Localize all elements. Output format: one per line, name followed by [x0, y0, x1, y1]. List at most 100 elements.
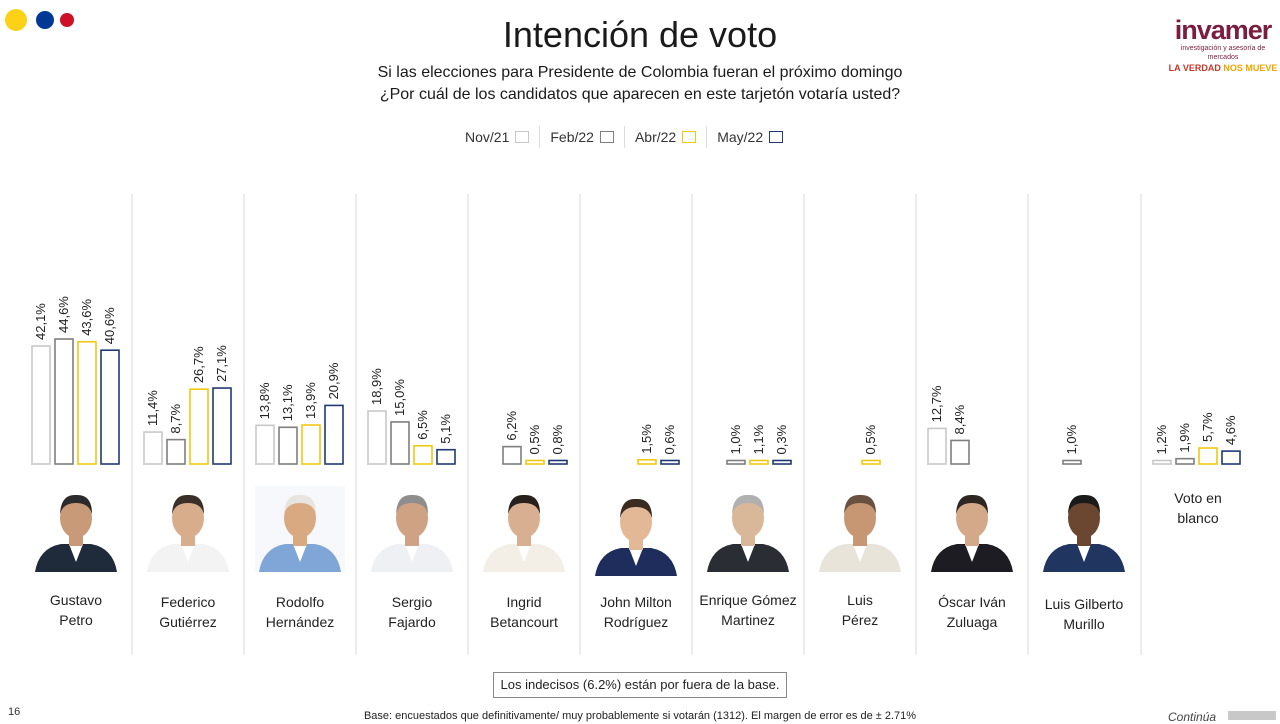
bar-feb22-1	[166, 438, 186, 465]
bar-value-label: 0,8%	[550, 424, 565, 454]
legend-label: Nov/21	[465, 129, 510, 145]
portrait-icon	[143, 486, 233, 572]
candidate-photo-9	[1039, 486, 1129, 572]
bar-value-label: 44,6%	[56, 296, 71, 333]
flag-dots	[5, 9, 74, 31]
bar-may22-4	[548, 459, 568, 465]
continue-arrow-icon[interactable]	[1228, 711, 1276, 720]
legend-item-abr22: Abr/22	[623, 126, 706, 148]
page-title: Intención de voto	[502, 14, 778, 55]
bar-value-label: 11,4%	[145, 390, 160, 426]
candidate-name-line-2: Martinez	[721, 612, 775, 628]
candidate-photo-5	[591, 490, 681, 576]
legend-swatch	[599, 131, 614, 143]
logo-tagline: LA VERDAD NOS MUEVE	[1168, 62, 1278, 74]
bar-value-label: 8,4%	[952, 404, 967, 434]
legend-swatch	[682, 131, 697, 143]
candidate-name-2: Rodolfo Hernández	[245, 592, 355, 632]
candidate-name-line-2: Zuluaga	[946, 614, 998, 630]
invamer-logo: invamer investigación y asesoría de merc…	[1168, 16, 1278, 74]
bar-feb22-3	[390, 421, 410, 465]
portrait-icon	[927, 486, 1017, 572]
bar-nov21-1	[143, 431, 163, 465]
candidate-name-line-2: Rodríguez	[603, 614, 669, 630]
legend-item-feb22: Feb/22	[539, 126, 624, 148]
bar-nov21-8	[927, 427, 947, 465]
bar-may22-5	[660, 459, 680, 465]
candidate-name-line-1: Enrique Gómez	[699, 592, 797, 608]
legend-item-may22: May/22	[706, 126, 793, 148]
bar-value-label: 5,7%	[1200, 412, 1215, 442]
base-footnote: Base: encuestados que definitivamente/ m…	[363, 710, 917, 722]
candidate-name-line-2: Fajardo	[388, 614, 436, 630]
bar-may22-1	[212, 387, 232, 465]
candidate-name-5: John Milton Rodríguez	[581, 592, 691, 632]
bar-may22-3	[436, 448, 456, 465]
candidate-photo-8	[927, 486, 1017, 572]
portrait-icon	[479, 486, 569, 572]
bar-may22-2	[324, 404, 344, 465]
bar-value-label: 42,1%	[33, 303, 48, 340]
chart-legend: Nov/21 Feb/22 Abr/22 May/22	[455, 126, 793, 148]
bar-abr22-6	[749, 459, 769, 465]
candidate-photo-3	[367, 486, 457, 572]
bar-value-label: 20,9%	[326, 362, 341, 399]
bar-feb22-10	[1175, 457, 1195, 465]
vote-intention-chart: 42,1% 44,6% 43,6% 40,6% 11,4% 8,7% 26,7% 27,1% 1…	[31, 194, 1241, 655]
page-number: 16	[8, 706, 21, 718]
candidate-name-line-1: Ingrid	[506, 594, 542, 610]
bar-value-label: 6,5%	[415, 410, 430, 440]
candidate-name-line-2: Petro	[59, 612, 93, 628]
candidate-photo-7	[815, 486, 905, 572]
bar-value-label: 40,6%	[102, 307, 117, 344]
candidate-name-line-1: Luis Gilberto	[1044, 596, 1124, 612]
candidate-name-line-1: Óscar Iván	[938, 594, 1006, 610]
candidate-name-6: Enrique Gómez Martinez	[693, 590, 803, 630]
bar-value-label: 1,5%	[639, 424, 654, 454]
blank-vote-label: Voto en blanco	[1143, 488, 1253, 528]
candidate-name-line-2: Hernández	[265, 614, 335, 630]
bar-nov21-3	[367, 410, 387, 465]
bar-value-label: 1,0%	[1064, 424, 1079, 454]
candidate-name-line-1: John Milton	[600, 594, 672, 610]
candidate-photo-0	[31, 486, 121, 572]
legend-label: Feb/22	[550, 129, 594, 145]
bar-value-label: 8,7%	[168, 404, 183, 434]
bar-may22-10	[1221, 450, 1241, 465]
bar-may22-6	[772, 459, 792, 465]
bar-value-label: 1,9%	[1177, 423, 1192, 453]
portrait-icon	[591, 490, 681, 576]
continue-label[interactable]: Continúa	[1168, 710, 1217, 724]
bar-value-label: 0,3%	[774, 424, 789, 454]
bar-value-label: 1,1%	[751, 424, 766, 454]
undecided-note: Los indecisos (6.2%) están por fuera de …	[493, 672, 787, 698]
bar-abr22-10	[1198, 447, 1218, 465]
bar-abr22-1	[189, 388, 209, 465]
bar-value-label: 15,0%	[392, 379, 407, 416]
candidate-name-line-1: Rodolfo	[275, 594, 325, 610]
portrait-icon	[815, 486, 905, 572]
candidate-name-line-2: Murillo	[1063, 616, 1105, 632]
bar-value-label: 4,6%	[1223, 415, 1238, 445]
bar-value-label: 27,1%	[214, 345, 229, 382]
bar-value-label: 13,9%	[303, 382, 318, 419]
candidate-name-line-2: Pérez	[841, 612, 879, 628]
bar-value-label: 0,6%	[662, 424, 677, 454]
bar-value-label: 6,2%	[504, 411, 519, 441]
bar-feb22-2	[278, 426, 298, 465]
bar-abr22-7	[861, 459, 881, 465]
portrait-icon	[1039, 486, 1129, 572]
bar-value-label: 26,7%	[191, 346, 206, 383]
bar-value-label: 43,6%	[79, 299, 94, 336]
bar-abr22-2	[301, 424, 321, 465]
bar-may22-0	[100, 349, 120, 465]
bar-value-label: 0,5%	[527, 424, 542, 454]
bar-feb22-8	[950, 439, 970, 465]
candidate-photo-4	[479, 486, 569, 572]
bar-value-label: 1,2%	[1154, 424, 1169, 454]
yellow-dot	[5, 9, 27, 31]
bar-value-label: 0,5%	[863, 424, 878, 454]
candidate-name-line-1: Federico	[160, 594, 216, 610]
red-dot	[60, 13, 74, 27]
subtitle-line-1: Si las elecciones para Presidente de Col…	[377, 64, 903, 81]
